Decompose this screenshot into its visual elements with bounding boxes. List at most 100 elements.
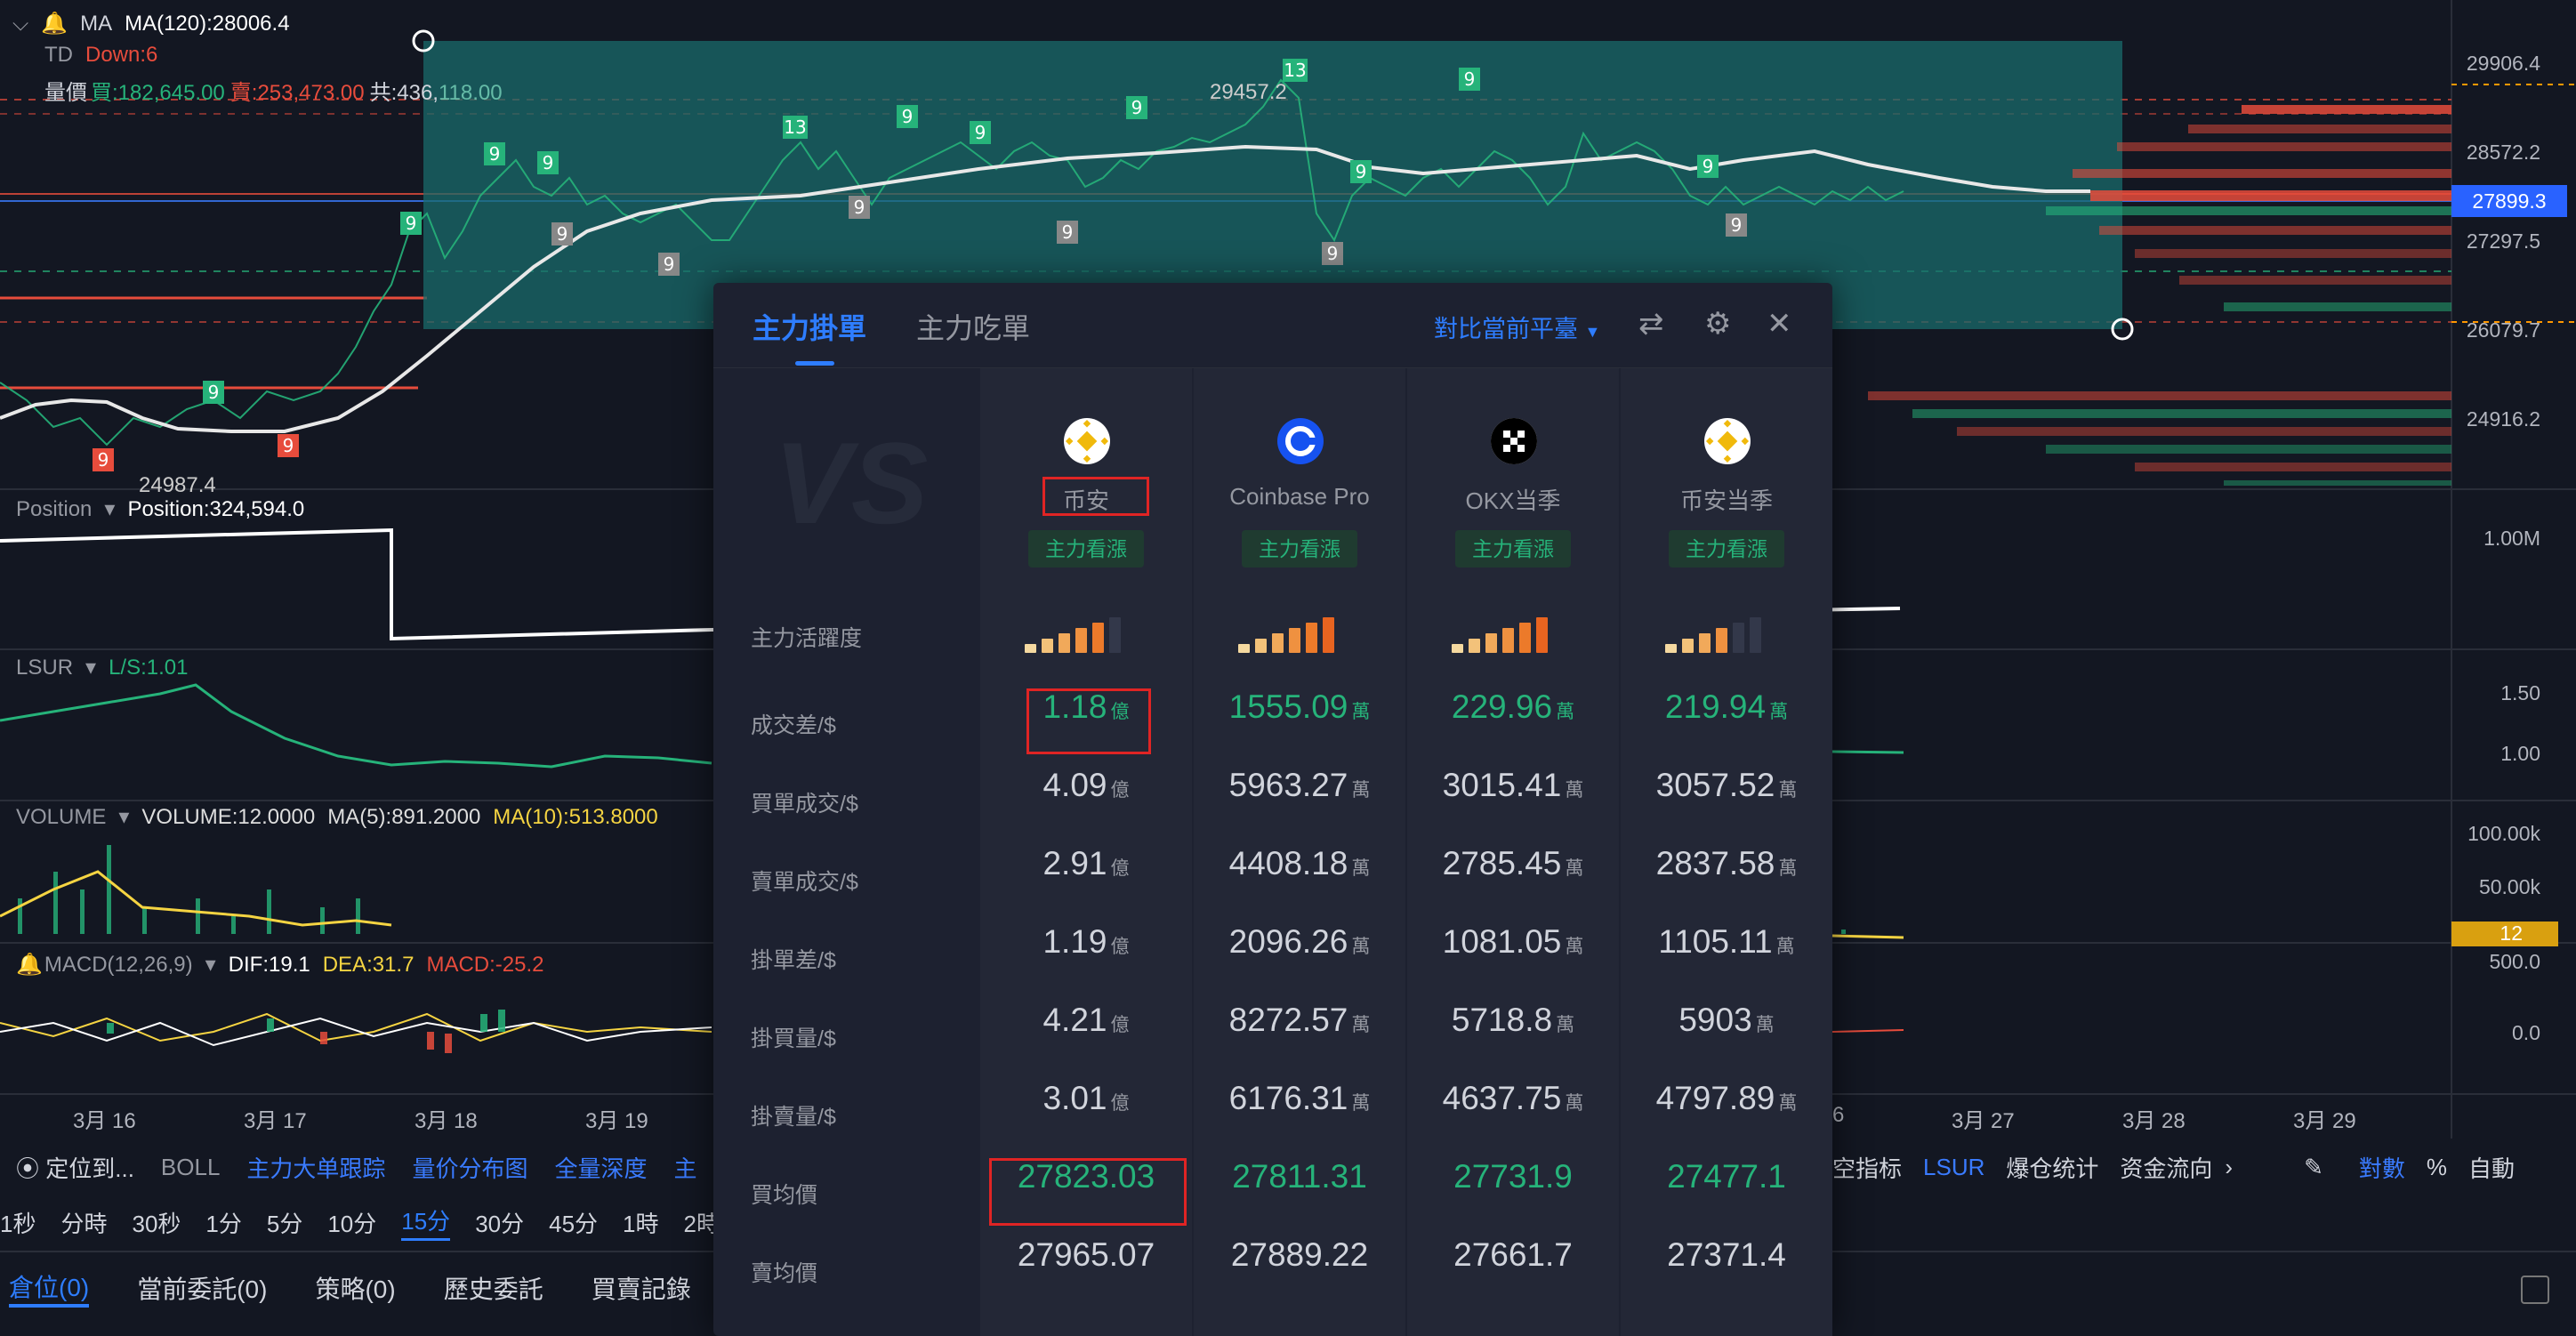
price-tick: 29906.4 — [2466, 52, 2540, 75]
value-number: 1081.05 — [1442, 923, 1562, 960]
toolbar-item-lsur[interactable]: LSUR — [1923, 1153, 1985, 1180]
toolbar-item-more[interactable]: 主 — [673, 1155, 697, 1182]
value-number: 4408.18 — [1228, 845, 1348, 881]
activity-bar — [1109, 617, 1121, 653]
activity-bar — [1238, 644, 1250, 653]
expand-icon[interactable] — [2521, 1276, 2549, 1304]
edit-icon[interactable]: ✎ — [2304, 1153, 2323, 1180]
position-value: Position:324,594.0 — [127, 497, 305, 521]
value-cell: 1555.09 萬 — [1194, 688, 1405, 726]
toolbar-item-capital-flow[interactable]: 资金流向 — [2120, 1155, 2213, 1182]
percent-toggle[interactable]: % — [2426, 1153, 2448, 1180]
dropdown-icon[interactable]: ▾ — [205, 953, 216, 977]
dropdown-icon[interactable]: ▾ — [118, 805, 130, 829]
value-cell: 27965.07 — [980, 1236, 1192, 1274]
selection-handle-top[interactable] — [412, 29, 435, 52]
exchange-name: OKX当季 — [1465, 487, 1561, 514]
activity-bar — [1059, 633, 1070, 653]
locate-button[interactable]: ⦿ 定位到... — [16, 1151, 134, 1184]
timeframe-bar: 1秒 分時 30秒 1分 5分 10分 15分 30分 45分 1時 2時 3 — [0, 1203, 2576, 1241]
value-unit: 萬 — [1775, 937, 1795, 957]
tab-positions[interactable]: 倉位(0) — [9, 1268, 90, 1308]
value-number: 27371.4 — [1667, 1236, 1786, 1273]
tab-trade-history[interactable]: 買賣記錄 — [591, 1276, 691, 1303]
macd-dif: DIF:19.1 — [228, 953, 310, 977]
lsur-label: LSUR — [16, 656, 74, 680]
swap-icon[interactable]: ⇄ — [1638, 307, 1664, 341]
value-unit: 億 — [1110, 702, 1130, 722]
td-marker: 9 — [557, 223, 568, 245]
toolbar-item-short-ind[interactable]: 空指标 — [1832, 1155, 1903, 1182]
value-cell: 1081.05 萬 — [1407, 923, 1619, 961]
activity-bar — [1025, 644, 1036, 653]
toolbar-item-boll[interactable]: BOLL — [160, 1153, 221, 1180]
close-icon[interactable]: ✕ — [1767, 307, 1792, 341]
value-number: 1.18 — [1042, 688, 1107, 725]
value-cell: 4.21 億 — [980, 1002, 1192, 1039]
log-scale-toggle[interactable]: 對數 — [2358, 1155, 2405, 1182]
bullish-badge: 主力看漲 — [1028, 530, 1144, 567]
value-number: 3057.52 — [1655, 767, 1775, 803]
volume-indicator-label[interactable]: VOLUME ▾ VOLUME:12.0000 MA(5):891.2000 MA(10… — [16, 804, 671, 830]
value-cell: 2785.45 萬 — [1407, 845, 1619, 882]
toolbar-item-volume-profile[interactable]: 量价分布图 — [412, 1155, 528, 1182]
auto-scale-toggle[interactable]: 自動 — [2468, 1155, 2516, 1182]
timeframe-1m[interactable]: 1分 — [205, 1210, 242, 1237]
dropdown-icon[interactable]: ▾ — [104, 497, 116, 521]
timeframe-1h[interactable]: 1時 — [623, 1210, 659, 1237]
settings-icon[interactable]: ⚙ — [1704, 307, 1732, 341]
ma-label: MA — [80, 12, 113, 36]
value-number: 3.01 — [1042, 1080, 1107, 1116]
main-orders-panel: 主力掛單 主力吃單 對比當前平臺 ▼ ⇄ ⚙ ✕ VS 币安 Coinbase … — [713, 283, 1832, 1336]
timeframe-1s[interactable]: 1秒 — [0, 1210, 36, 1237]
td-marker: 9 — [1703, 156, 1714, 177]
toolbar-item-main-tracker[interactable]: 主力大单跟踪 — [246, 1155, 386, 1182]
timeframe-30s[interactable]: 30秒 — [132, 1210, 181, 1237]
tab-main-takes[interactable]: 主力吃單 — [916, 312, 1031, 344]
dropdown-icon[interactable]: ▾ — [85, 656, 97, 680]
exchange-column — [980, 368, 1192, 1336]
toolbar-item-full-depth[interactable]: 全量深度 — [554, 1155, 648, 1182]
position-indicator-label[interactable]: Position ▾ Position:324,594.0 — [16, 496, 317, 522]
row-label-order-diff: 掛單差/$ — [751, 948, 836, 973]
selection-handle-bottom[interactable] — [2111, 318, 2134, 341]
tab-order-history[interactable]: 歷史委託 — [443, 1276, 543, 1303]
timeframe-tick[interactable]: 分時 — [60, 1210, 108, 1237]
activity-bar — [1682, 639, 1694, 653]
bottom-tabs: 倉位(0) 當前委託(0) 策略(0) 歷史委託 買賣記錄 — [0, 1268, 2576, 1308]
volume-ma10: MA(10):513.8000 — [493, 805, 658, 829]
value-cell: 229.96 萬 — [1407, 688, 1619, 726]
value-unit: 萬 — [1351, 858, 1371, 879]
tab-strategies[interactable]: 策略(0) — [315, 1276, 396, 1303]
timeframe-30m[interactable]: 30分 — [475, 1210, 525, 1237]
value-number: 4.21 — [1042, 1002, 1107, 1038]
macd-indicator-label[interactable]: 🔔MACD(12,26,9) ▾ DIF:19.1 DEA:31.7 MACD:-25.… — [16, 952, 557, 978]
compare-platform-dropdown[interactable]: 對比當前平臺 ▼ — [1434, 310, 1600, 344]
pin-icon: ⦿ — [16, 1155, 40, 1182]
ma-indicator-label[interactable]: ⌵ 🔔 MA MA(120):28006.4 — [12, 12, 290, 36]
bell-icon[interactable]: 🔔 — [16, 953, 43, 977]
value-unit: 萬 — [1778, 780, 1798, 801]
timeframe-5m[interactable]: 5分 — [266, 1210, 303, 1237]
bullish-badge: 主力看漲 — [1455, 530, 1571, 567]
activity-bar — [1519, 623, 1531, 653]
value-unit: 萬 — [1565, 858, 1584, 879]
tab-open-orders[interactable]: 當前委託(0) — [137, 1276, 268, 1303]
tab-main-orders[interactable]: 主力掛單 — [753, 312, 867, 344]
macd-label: MACD(12,26,9) — [44, 953, 193, 977]
lsur-indicator-label[interactable]: LSUR ▾ L/S:1.01 — [16, 655, 200, 680]
td-indicator-label[interactable]: TD Down:6 — [44, 43, 170, 68]
volume-ma5: MA(5):891.2000 — [327, 805, 481, 829]
td-marker: 9 — [854, 197, 865, 218]
td-marker: 9 — [406, 213, 417, 234]
value-unit: 億 — [1110, 1015, 1130, 1035]
timeframe-15m[interactable]: 15分 — [401, 1203, 451, 1241]
toolbar-item-liquidation[interactable]: 爆仓统计 — [2006, 1155, 2099, 1182]
timeframe-10m[interactable]: 10分 — [327, 1210, 377, 1237]
row-label-bid-qty: 掛買量/$ — [751, 1026, 836, 1051]
chevron-right-icon[interactable]: › — [2225, 1153, 2234, 1180]
value-unit: 萬 — [1778, 858, 1798, 879]
timeframe-45m[interactable]: 45分 — [549, 1210, 599, 1237]
